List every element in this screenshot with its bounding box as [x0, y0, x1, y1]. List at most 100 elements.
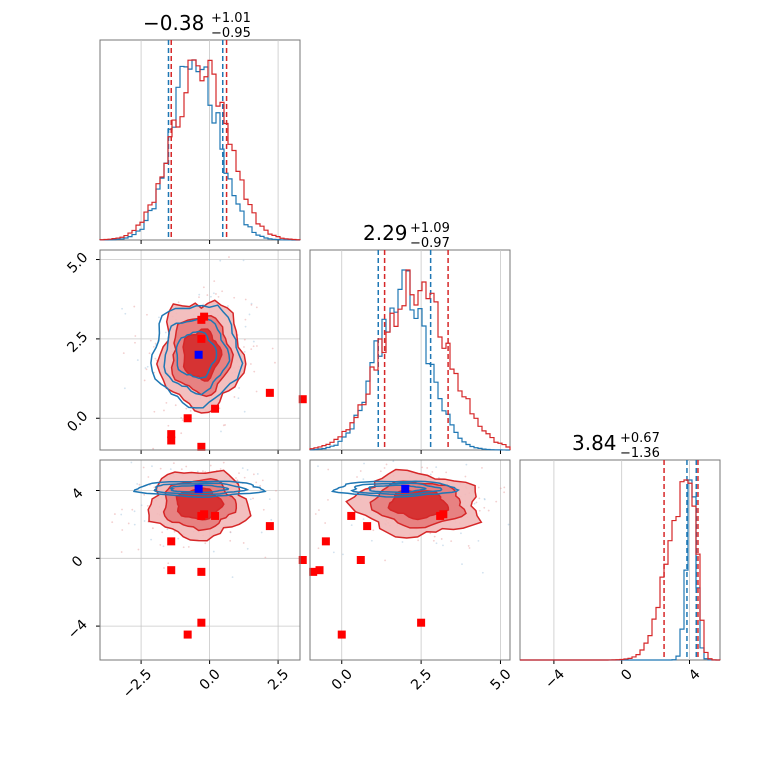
scatter-sample — [275, 489, 277, 492]
scatter-sample — [210, 295, 212, 298]
scatter-sample — [342, 553, 344, 556]
injection-marker — [183, 630, 192, 639]
scatter-sample — [127, 522, 130, 525]
scatter-sample — [242, 542, 245, 544]
scatter-sample — [241, 467, 244, 470]
scatter-sample — [137, 548, 140, 551]
scatter-sample — [124, 312, 127, 315]
scatter-sample — [136, 359, 139, 361]
truth-marker — [194, 484, 203, 493]
scatter-sample — [475, 501, 478, 504]
scatter-sample — [159, 467, 162, 470]
scatter-sample — [246, 469, 249, 471]
scatter-sample — [255, 345, 258, 347]
scatter-sample — [244, 298, 247, 301]
injection-marker — [298, 556, 307, 564]
scatter-sample — [370, 539, 373, 542]
injection-marker — [211, 511, 220, 520]
scatter-sample — [154, 342, 157, 345]
contour-blue-level-0 — [330, 480, 460, 498]
scatter-sample — [318, 509, 320, 511]
title-param-0-value: −0.38 — [143, 11, 204, 35]
scatter-sample — [150, 538, 153, 541]
scatter-sample — [142, 466, 145, 469]
histogram-red-series — [99, 59, 301, 241]
scatter-sample — [151, 527, 154, 530]
title-param-0: −0.38 +1.01 −0.95 — [143, 11, 251, 41]
scatter-sample — [146, 365, 149, 368]
scatter-sample — [249, 498, 252, 501]
scatter-sample — [478, 497, 481, 500]
histogram-red-series — [520, 479, 721, 661]
scatter-sample — [246, 547, 249, 550]
scatter-sample — [327, 468, 330, 471]
scatter-sample — [248, 313, 251, 316]
scatter-sample — [244, 318, 247, 321]
injection-marker — [197, 442, 206, 451]
injection-marker — [167, 537, 176, 546]
scatter-sample — [146, 504, 149, 507]
injection-marker — [265, 522, 274, 531]
panel-border — [99, 459, 301, 661]
scatter-sample — [123, 387, 126, 390]
scatter-sample — [161, 531, 164, 534]
injection-marker — [363, 522, 372, 531]
scatter-sample — [227, 305, 229, 307]
scatter-sample — [167, 562, 170, 565]
injection-marker — [183, 414, 192, 423]
scatter-sample — [134, 341, 136, 344]
scatter-sample — [435, 542, 438, 545]
scatter-sample — [270, 518, 273, 521]
scatter-sample — [134, 335, 137, 337]
scatter-sample — [217, 295, 220, 298]
scatter-sample — [219, 468, 222, 470]
scatter-sample — [478, 509, 481, 512]
scatter-sample — [401, 541, 404, 543]
scatter-sample — [252, 340, 255, 343]
scatter-sample — [121, 508, 123, 511]
injection-marker — [315, 566, 324, 575]
scatter-sample — [143, 379, 146, 382]
contour-blue-level-0 — [150, 304, 244, 409]
scatter-sample — [350, 524, 353, 527]
scatter-sample — [481, 467, 483, 469]
contour-blue-level-1 — [153, 482, 250, 496]
contour-param-1-vs-0 — [96, 249, 307, 454]
scatter-sample — [212, 550, 215, 553]
scatter-sample — [228, 256, 230, 258]
scatter-sample — [181, 419, 184, 422]
panel-frame — [99, 39, 301, 241]
scatter-sample — [147, 476, 150, 478]
injection-marker — [347, 511, 356, 520]
scatter-sample — [417, 539, 420, 542]
scatter-sample — [384, 559, 386, 562]
contour-blue-level-0 — [132, 480, 267, 498]
scatter-sample — [243, 410, 246, 413]
scatter-sample — [487, 509, 490, 512]
scatter-sample — [362, 518, 365, 521]
scatter-sample — [162, 545, 165, 548]
scatter-sample — [113, 513, 116, 515]
injection-marker — [309, 567, 318, 576]
truth-marker — [401, 484, 410, 493]
scatter-sample — [202, 470, 204, 472]
scatter-sample — [196, 470, 199, 473]
scatter-sample — [166, 528, 169, 531]
injection-marker — [200, 312, 209, 321]
scatter-sample — [429, 532, 432, 535]
title-param-2: 3.84 +0.67 −1.36 — [572, 431, 660, 461]
title-param-0-plus: +1.01 — [211, 11, 251, 26]
scatter-sample — [237, 397, 240, 400]
scatter-sample — [243, 346, 245, 348]
injection-marker — [197, 618, 206, 627]
scatter-sample — [242, 259, 245, 262]
scatter-sample — [483, 498, 486, 501]
scatter-sample — [235, 477, 237, 479]
scatter-sample — [252, 473, 255, 476]
scatter-sample — [172, 462, 175, 465]
scatter-sample — [243, 350, 246, 353]
scatter-sample — [499, 487, 502, 490]
scatter-sample — [174, 404, 177, 407]
scatter-sample — [231, 576, 234, 579]
scatter-sample — [442, 544, 444, 547]
